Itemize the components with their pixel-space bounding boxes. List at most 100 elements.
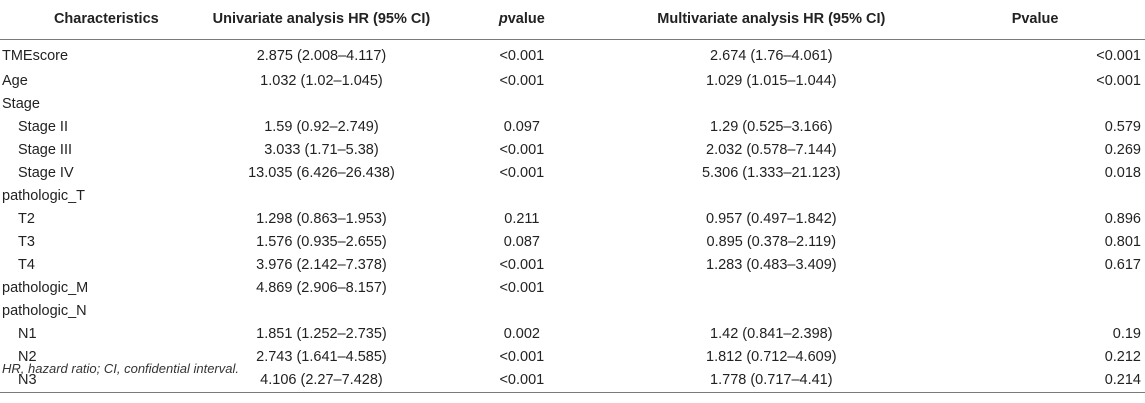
cell-multivariate-hr: 2.032 (0.578–7.144): [706, 141, 837, 158]
cell-univariate-pvalue: <0.001: [499, 348, 545, 365]
table-row: T3 1.576 (0.935–2.655) 0.087 0.895 (0.378–2…: [0, 230, 1145, 253]
cell-characteristic: Stage IV: [18, 164, 74, 181]
cell-multivariate-pvalue: <0.001: [1096, 48, 1141, 64]
cell-univariate-pvalue: <0.001: [499, 48, 545, 64]
cell-characteristic: Stage III: [18, 141, 73, 158]
table-row: Stage: [0, 92, 1145, 115]
cell-characteristic: pathologic_M: [2, 279, 89, 296]
cell-univariate-pvalue: [430, 299, 613, 322]
cell-characteristic: T4: [18, 256, 35, 273]
table-row: pathologic_T: [0, 184, 1145, 207]
hazard-ratio-table: Characteristics Univariate analysis HR (…: [0, 0, 1145, 393]
cell-multivariate-hr: [613, 299, 929, 322]
cell-univariate-hr: 4.869 (2.906–8.157): [256, 279, 387, 296]
table-row: TMEscore 2.875 (2.008–4.117) <0.001 2.674 (…: [0, 40, 1145, 70]
cell-characteristic: TMEscore: [2, 48, 69, 64]
cell-multivariate-pvalue: <0.001: [1096, 72, 1141, 89]
table-footnote: HR, hazard ratio; CI, confidential inter…: [2, 361, 239, 376]
table-body: TMEscore 2.875 (2.008–4.117) <0.001 2.674 (…: [0, 40, 1145, 393]
cell-multivariate-pvalue: 0.018: [1104, 164, 1141, 181]
table-row: Stage III 3.033 (1.71–5.38) <0.001 2.032 (0…: [0, 138, 1145, 161]
cell-univariate-hr: 1.032 (1.02–1.045): [260, 72, 383, 89]
cell-multivariate-hr: 1.029 (1.015–1.044): [706, 72, 837, 89]
cell-multivariate-hr: [613, 184, 929, 207]
cell-multivariate-pvalue: 0.269: [1104, 141, 1141, 158]
cell-multivariate-hr: 1.283 (0.483–3.409): [706, 256, 837, 273]
cell-univariate-pvalue: <0.001: [499, 256, 545, 273]
header-pvalue-multivariate: Pvalue: [929, 0, 1145, 40]
cell-univariate-hr: 1.298 (0.863–1.953): [256, 210, 387, 227]
table-row: N2 2.743 (1.641–4.585) <0.001 1.812 (0.712–…: [0, 345, 1145, 368]
table-row: Stage II 1.59 (0.92–2.749) 0.097 1.29 (0.52…: [0, 115, 1145, 138]
cell-multivariate-pvalue: 0.617: [1104, 256, 1141, 273]
table-row: Age 1.032 (1.02–1.045) <0.001 1.029 (1.015–…: [0, 69, 1145, 92]
cell-univariate-hr: 1.59 (0.92–2.749): [264, 118, 379, 135]
cell-univariate-pvalue: 0.211: [504, 210, 540, 227]
table-row: Stage IV 13.035 (6.426–26.438) <0.001 5.306…: [0, 161, 1145, 184]
cell-univariate-hr: 2.875 (2.008–4.117): [256, 48, 387, 64]
header-row: Characteristics Univariate analysis HR (…: [0, 0, 1145, 40]
cell-multivariate-hr: [613, 276, 929, 299]
header-pvalue-italic: p: [498, 10, 508, 27]
cell-characteristic: Age: [2, 72, 28, 89]
cell-characteristic: pathologic_N: [2, 302, 87, 319]
cell-univariate-pvalue: 0.097: [503, 118, 540, 135]
header-pvalue: pvalue: [430, 0, 614, 40]
table-row: pathologic_N: [0, 299, 1145, 322]
cell-multivariate-hr: 5.306 (1.333–21.123): [701, 164, 841, 181]
cell-multivariate-pvalue: [929, 299, 1145, 322]
table-row: N3 4.106 (2.27–7.428) <0.001 1.778 (0.717–4…: [0, 368, 1145, 393]
cell-multivariate-hr: 0.957 (0.497–1.842): [706, 210, 837, 227]
cell-multivariate-pvalue: 0.579: [1104, 118, 1141, 135]
cell-characteristic: Stage II: [18, 118, 68, 135]
cell-characteristic: N3: [0, 368, 213, 393]
cell-univariate-pvalue: [430, 184, 613, 207]
cell-multivariate-pvalue: 0.19: [1112, 325, 1141, 342]
cell-multivariate-pvalue: 0.801: [1104, 233, 1141, 250]
cell-univariate-hr: [213, 299, 431, 322]
header-characteristics: Characteristics: [0, 0, 213, 40]
table-row: N1 1.851 (1.252–2.735) 0.002 1.42 (0.841–2.…: [0, 322, 1145, 345]
cell-univariate-pvalue: <0.001: [499, 141, 545, 158]
table-row: T2 1.298 (0.863–1.953) 0.211 0.957 (0.497–1…: [0, 207, 1145, 230]
cell-univariate-pvalue: <0.001: [499, 72, 545, 89]
cell-multivariate-pvalue: [929, 92, 1145, 115]
cell-univariate-hr: [213, 92, 431, 115]
cell-multivariate-pvalue: 0.212: [1104, 348, 1141, 365]
cell-univariate-hr: 3.976 (2.142–7.378): [256, 256, 387, 273]
cell-univariate-hr: 1.851 (1.252–2.735): [256, 325, 387, 342]
cell-univariate-hr: 3.033 (1.71–5.38): [264, 141, 379, 158]
header-multivariate: Multivariate analysis HR (95% CI): [613, 0, 930, 40]
cell-characteristic: T3: [18, 233, 35, 250]
cell-characteristic: N1: [18, 325, 37, 342]
cell-multivariate-pvalue: 0.214: [929, 368, 1145, 393]
table-row: pathologic_M 4.869 (2.906–8.157) <0.001: [0, 276, 1145, 299]
cell-characteristic: Stage: [2, 95, 40, 112]
cell-univariate-hr: 2.743 (1.641–4.585): [256, 348, 387, 365]
cell-univariate-hr: 13.035 (6.426–26.438): [248, 164, 395, 181]
cell-univariate-hr: [213, 184, 431, 207]
header-pvalue-rest: value: [507, 10, 545, 27]
cell-univariate-pvalue: <0.001: [499, 279, 545, 296]
cell-characteristic: N2: [18, 348, 37, 365]
cell-univariate-pvalue: <0.001: [499, 164, 545, 181]
cell-univariate-pvalue: [430, 92, 613, 115]
cell-characteristic: T2: [18, 210, 35, 227]
cell-univariate-pvalue: <0.001: [430, 368, 614, 393]
cell-multivariate-pvalue: [929, 276, 1145, 299]
cell-multivariate-hr: [613, 92, 929, 115]
cell-univariate-pvalue: 0.002: [503, 325, 540, 342]
cell-univariate-pvalue: 0.087: [503, 233, 540, 250]
cell-univariate-hr: 4.106 (2.27–7.428): [212, 368, 431, 393]
cell-univariate-hr: 1.576 (0.935–2.655): [256, 233, 387, 250]
cell-characteristic: pathologic_T: [2, 187, 86, 204]
cell-multivariate-hr: 1.778 (0.717–4.41): [613, 368, 930, 393]
cell-multivariate-pvalue: [929, 184, 1145, 207]
cell-multivariate-hr: 1.29 (0.525–3.166): [710, 118, 833, 135]
header-univariate: Univariate analysis HR (95% CI): [212, 0, 431, 40]
cell-multivariate-hr: 1.812 (0.712–4.609): [706, 348, 837, 365]
cell-multivariate-pvalue: 0.896: [1104, 210, 1141, 227]
cell-multivariate-hr: 1.42 (0.841–2.398): [710, 325, 833, 342]
cell-multivariate-hr: 2.674 (1.76–4.061): [710, 48, 833, 64]
